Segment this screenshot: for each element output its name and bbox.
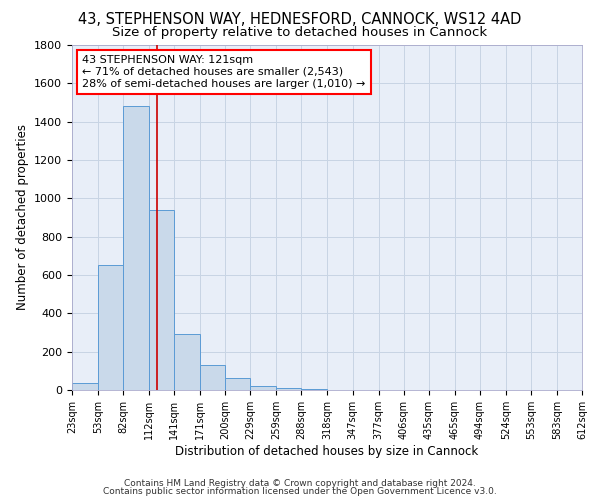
Bar — [225, 378, 250, 390]
Y-axis label: Number of detached properties: Number of detached properties — [16, 124, 29, 310]
Text: 43, STEPHENSON WAY, HEDNESFORD, CANNOCK, WS12 4AD: 43, STEPHENSON WAY, HEDNESFORD, CANNOCK,… — [79, 12, 521, 28]
Bar — [277, 388, 301, 390]
Bar — [98, 266, 123, 390]
Bar — [174, 334, 200, 390]
Text: Contains HM Land Registry data © Crown copyright and database right 2024.: Contains HM Land Registry data © Crown c… — [124, 478, 476, 488]
Text: 43 STEPHENSON WAY: 121sqm
← 71% of detached houses are smaller (2,543)
28% of se: 43 STEPHENSON WAY: 121sqm ← 71% of detac… — [82, 56, 365, 88]
Text: Size of property relative to detached houses in Cannock: Size of property relative to detached ho… — [112, 26, 488, 39]
Bar — [200, 365, 225, 390]
Bar — [301, 389, 328, 390]
Bar — [250, 386, 277, 390]
X-axis label: Distribution of detached houses by size in Cannock: Distribution of detached houses by size … — [175, 444, 479, 458]
Text: Contains public sector information licensed under the Open Government Licence v3: Contains public sector information licen… — [103, 487, 497, 496]
Bar — [72, 382, 98, 390]
Bar — [123, 106, 149, 390]
Bar — [149, 210, 174, 390]
